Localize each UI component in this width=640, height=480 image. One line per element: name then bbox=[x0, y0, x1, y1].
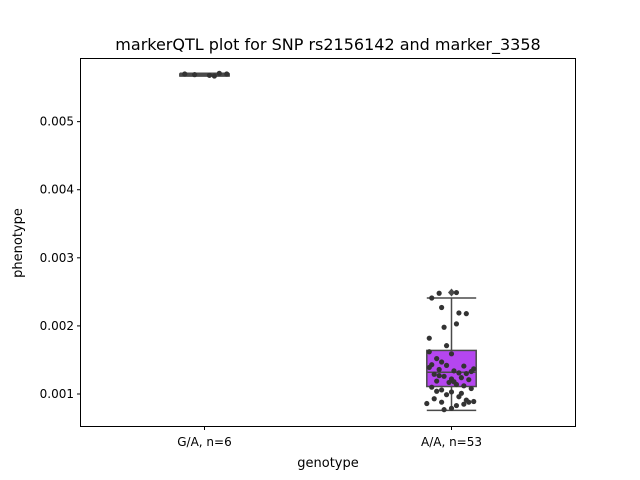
strip-point bbox=[448, 389, 455, 395]
strip-point bbox=[436, 290, 442, 296]
strip-point bbox=[448, 351, 455, 357]
x-axis-label: genotype bbox=[297, 456, 358, 471]
strip-point bbox=[192, 72, 198, 78]
y-tick-label: 0.001 bbox=[40, 387, 74, 401]
strip-point bbox=[453, 402, 460, 409]
y-axis: 0.001 0.002 0.003 0.004 0.005 bbox=[40, 115, 81, 401]
y-tick-label: 0.004 bbox=[40, 183, 74, 197]
box-outlier bbox=[448, 288, 455, 297]
strip-point bbox=[441, 324, 447, 330]
strip-point bbox=[461, 363, 467, 369]
strip-point bbox=[468, 385, 474, 392]
strip-point bbox=[426, 349, 432, 355]
y-tick-label: 0.002 bbox=[40, 319, 74, 333]
strip-point bbox=[436, 366, 442, 373]
strip-point bbox=[458, 375, 464, 381]
x-tick-label: G/A, n=6 bbox=[177, 435, 231, 449]
strip-point bbox=[463, 311, 469, 317]
strip-point bbox=[456, 310, 462, 316]
strip-point bbox=[461, 401, 467, 407]
plot-area bbox=[179, 70, 477, 413]
y-tick-label: 0.005 bbox=[40, 115, 74, 129]
strip-point bbox=[466, 399, 472, 405]
strip-point bbox=[471, 398, 477, 405]
strip-point bbox=[211, 73, 217, 79]
strip-point bbox=[439, 359, 445, 365]
strip-point bbox=[439, 304, 445, 311]
strip-point bbox=[182, 71, 188, 77]
strip-point bbox=[443, 392, 450, 398]
strip-point bbox=[456, 370, 462, 376]
x-axis: G/A, n=6 A/A, n=53 bbox=[177, 426, 482, 449]
strip-point bbox=[436, 373, 442, 379]
strip-point bbox=[439, 387, 445, 393]
strip-point bbox=[448, 405, 455, 411]
strip-point bbox=[426, 335, 432, 341]
strip-point bbox=[443, 343, 450, 349]
strip-point bbox=[206, 72, 213, 78]
strip-point bbox=[461, 383, 467, 389]
strip-point bbox=[439, 399, 445, 405]
strip-point bbox=[453, 321, 460, 327]
strip-point bbox=[443, 362, 450, 369]
strip-point bbox=[441, 373, 447, 379]
y-tick-label: 0.003 bbox=[40, 251, 74, 265]
strip-point bbox=[434, 355, 440, 362]
strip-point bbox=[424, 400, 430, 407]
y-axis-label: phenotype bbox=[11, 208, 26, 278]
strip-point bbox=[431, 396, 437, 402]
strip-point bbox=[456, 394, 462, 400]
strip-point bbox=[434, 378, 440, 384]
chart-title: markerQTL plot for SNP rs2156142 and mar… bbox=[115, 35, 540, 55]
strip-point bbox=[429, 384, 435, 390]
strip-point bbox=[466, 377, 472, 383]
strip-point bbox=[429, 295, 435, 301]
strip-point bbox=[441, 407, 447, 413]
strip-point bbox=[471, 366, 477, 372]
strip-point bbox=[224, 71, 230, 77]
strip-point bbox=[451, 379, 457, 385]
strip-point bbox=[434, 388, 440, 394]
strip-point bbox=[426, 364, 432, 371]
strip-point bbox=[216, 70, 222, 76]
strip-point bbox=[431, 371, 437, 377]
strip-point bbox=[446, 379, 452, 386]
x-tick-label: A/A, n=53 bbox=[421, 435, 482, 449]
strip-point bbox=[463, 370, 469, 377]
strip-point bbox=[451, 368, 457, 374]
plot-frame bbox=[80, 58, 576, 427]
strip-point bbox=[453, 289, 460, 296]
